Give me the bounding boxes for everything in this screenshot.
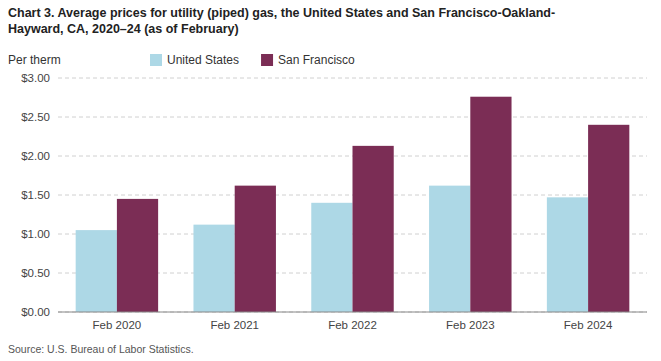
title: Chart 3. Average prices for utility (pip… — [8, 6, 555, 36]
bar — [76, 230, 117, 312]
legend-swatch — [261, 54, 273, 66]
legend: United States San Francisco — [150, 53, 355, 67]
chart-container: Chart 3. Average prices for utility (pip… — [0, 0, 661, 361]
title-line: Chart 3. Average prices for utility (pip… — [8, 6, 555, 20]
bar — [429, 186, 470, 312]
legend-swatch — [150, 54, 162, 66]
y-tick-label: $0.00 — [21, 306, 50, 318]
y-tick-label: $1.00 — [21, 228, 50, 240]
title-line: Hayward, CA, 2020–24 (as of February) — [8, 22, 239, 36]
y-tick-label: $2.50 — [21, 111, 50, 123]
y-tick-label: $2.00 — [21, 150, 50, 162]
chart: Chart 3. Average prices for utility (pip… — [0, 0, 661, 361]
bars — [76, 97, 630, 312]
bar — [311, 203, 352, 312]
legend-label: United States — [167, 53, 239, 67]
x-tick-label: Feb 2024 — [564, 319, 613, 331]
y-tick-label: $1.50 — [21, 189, 50, 201]
x-tick-label: Feb 2023 — [446, 319, 495, 331]
bar — [193, 225, 234, 312]
grid-line — [58, 78, 647, 79]
background — [0, 0, 661, 361]
bar — [547, 197, 588, 312]
x-tick-label: Feb 2022 — [328, 319, 377, 331]
bar — [117, 199, 158, 312]
bar — [470, 97, 511, 312]
bar — [235, 186, 276, 312]
bar — [353, 146, 394, 312]
x-axis-line — [58, 312, 647, 313]
y-tick-label: $3.00 — [21, 72, 50, 84]
legend-label: San Francisco — [278, 53, 355, 67]
x-tick-label: Feb 2020 — [93, 319, 142, 331]
grid-line — [58, 312, 647, 313]
grid — [58, 78, 647, 312]
grid-line — [58, 117, 647, 118]
bar — [588, 125, 629, 312]
source-note: Source: U.S. Bureau of Labor Statistics. — [8, 343, 194, 355]
y-axis-label: Per therm — [8, 53, 61, 67]
y-tick-label: $0.50 — [21, 267, 50, 279]
x-tick-label: Feb 2021 — [210, 319, 259, 331]
